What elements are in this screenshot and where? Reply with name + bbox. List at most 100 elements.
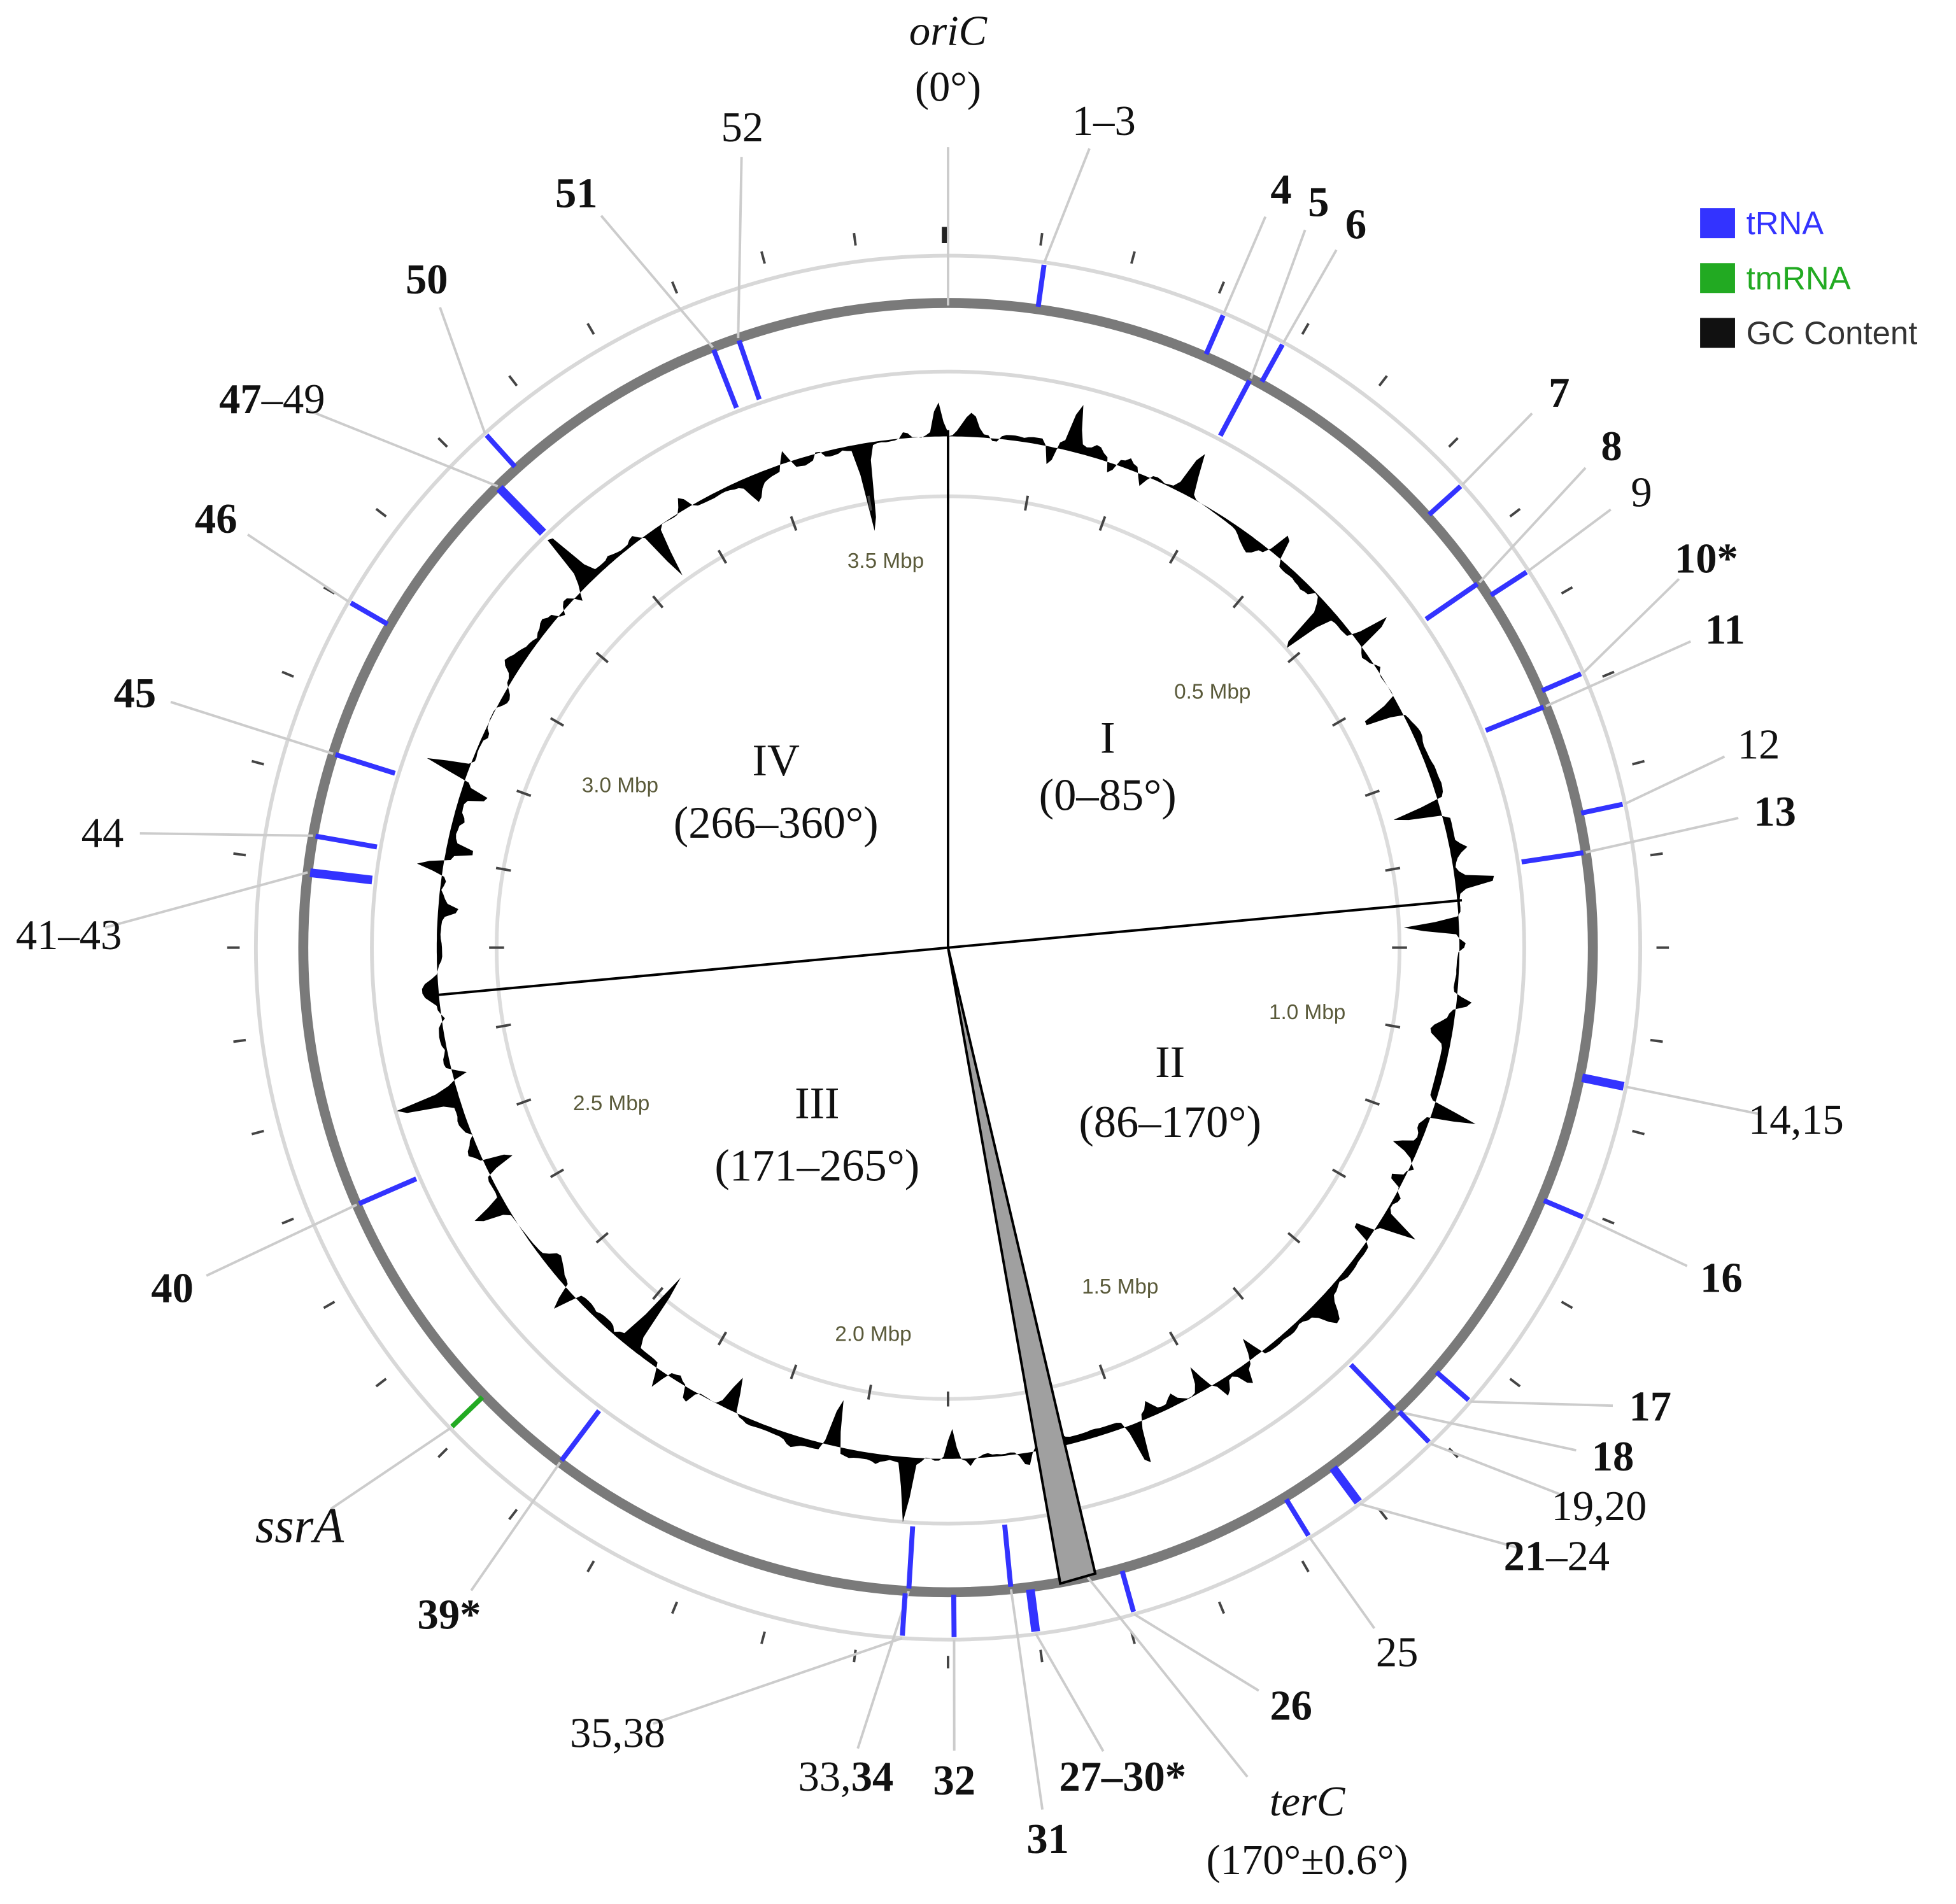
gene-label: 52 (721, 104, 764, 150)
label-leader (1396, 1410, 1577, 1452)
region-range: (86–170°) (1079, 1097, 1261, 1147)
label-leader (330, 1427, 451, 1510)
gene-markers: 1–34 5 678910*11121314,1516171819,2021–242… (16, 97, 1844, 1862)
trna-marker (349, 600, 389, 626)
trna-marker (1427, 484, 1463, 517)
label-leader (1308, 1537, 1376, 1630)
outer-tick (375, 1378, 387, 1388)
scale-tick (652, 1287, 664, 1301)
legend-swatch (1700, 208, 1735, 239)
gene-label: 39* (418, 1591, 481, 1638)
trna-marker (1035, 264, 1047, 307)
gene-label-part: 4 (1270, 166, 1291, 213)
outer-tick (508, 1509, 518, 1521)
gene-label: 7 (1548, 370, 1570, 416)
label-leader (1043, 148, 1091, 263)
gene-label-part: 32 (933, 1758, 975, 1804)
gene-label: 26 (1270, 1682, 1312, 1729)
outer-tick (281, 670, 294, 678)
gene-label-part: 27–30* (1059, 1754, 1186, 1800)
trna-marker (1284, 1498, 1311, 1537)
scale-tick (1024, 495, 1030, 511)
scale-tick (1364, 789, 1380, 797)
gene-label: 6 (1345, 201, 1366, 248)
label-leader (246, 533, 350, 603)
terc-label: terC (1270, 1779, 1346, 1825)
label-leader (856, 1590, 911, 1749)
gc-content (397, 402, 1494, 1523)
scale-tick (1287, 651, 1301, 663)
division-line (947, 899, 1463, 949)
scale-label: 1.0 Mbp (1269, 1001, 1345, 1024)
gene-label-part: 18 (1592, 1433, 1634, 1479)
outer-tick (233, 852, 246, 857)
gene-label: 1–3 (1072, 97, 1136, 144)
gene-label: 10* (1675, 535, 1738, 582)
gene-label: 44 (82, 810, 124, 856)
scale-label: 3.5 Mbp (847, 549, 924, 573)
outer-tick (760, 1631, 766, 1644)
gene-label-part: 13 (1754, 789, 1796, 835)
outer-tick (760, 251, 766, 264)
outer-tick (670, 1601, 679, 1614)
label-leader (1582, 578, 1680, 674)
label-leader (170, 700, 334, 755)
scale-label: 2.0 Mbp (835, 1322, 911, 1346)
outer-tick (1632, 1129, 1645, 1136)
gene-label-part: ssrA (255, 1497, 344, 1553)
outer-tick (1378, 1509, 1388, 1521)
division-line (436, 946, 949, 997)
gene-label: 46 (195, 495, 237, 542)
label-leader (439, 307, 486, 434)
gene-label-part: 12 (1738, 721, 1780, 768)
gene-label-part: 40 (151, 1265, 194, 1311)
oric-label: oriC (909, 8, 988, 54)
gene-label-part: 7 (1548, 370, 1570, 416)
label-leader (1430, 1442, 1565, 1497)
trna-marker (1397, 1409, 1431, 1444)
trna-marker (1259, 343, 1285, 383)
outer-tick (281, 1217, 294, 1225)
label-leader (470, 1462, 562, 1591)
gene-label-part: 16 (1700, 1255, 1743, 1301)
label-leader (1133, 1613, 1259, 1692)
outer-tick (586, 323, 595, 335)
gene-label-part: 5 (1308, 179, 1329, 225)
outer-tick (1217, 281, 1226, 294)
trna-marker (559, 1409, 601, 1462)
label-leader (306, 408, 499, 488)
outer-tick (1561, 586, 1573, 595)
scale-label: 3.0 Mbp (582, 774, 658, 798)
trna-marker (1026, 1589, 1040, 1632)
label-leader (1527, 508, 1612, 572)
label-leader (139, 832, 313, 837)
ticks: 0.5 Mbp 1.0 Mbp 1.5 Mbp 2.0 Mbp 2.5 Mbp 3.0 M… (227, 227, 1669, 1668)
outer-tick (1509, 507, 1521, 518)
scale-tick (790, 1364, 798, 1379)
gene-label-part: 19,20 (1552, 1483, 1647, 1530)
trna-marker (485, 434, 517, 469)
outer-tick (251, 759, 264, 766)
outer-tick (508, 375, 518, 387)
trna-marker (315, 833, 378, 850)
label-leader (653, 1637, 903, 1725)
scale-tick (867, 1385, 872, 1400)
scale-tick (1385, 1023, 1401, 1029)
outer-tick (1301, 1560, 1310, 1573)
gene-label: 35,38 (570, 1710, 665, 1756)
legend-label: tRNA (1747, 205, 1824, 241)
gene-label-part: 50 (406, 256, 448, 302)
gene-label: 12 (1738, 721, 1780, 768)
gene-label: ssrA (255, 1497, 344, 1553)
trna-marker (1424, 582, 1479, 621)
trna-marker (1435, 1370, 1471, 1402)
trna-marker (711, 349, 739, 409)
scale-tick (495, 866, 511, 872)
scale-tick (867, 495, 872, 511)
gene-label: 33,34 (798, 1754, 893, 1800)
label-leader (1584, 1216, 1688, 1267)
label-leader (1359, 1502, 1521, 1550)
trna-marker (1541, 671, 1582, 693)
region-name: III (795, 1078, 839, 1128)
